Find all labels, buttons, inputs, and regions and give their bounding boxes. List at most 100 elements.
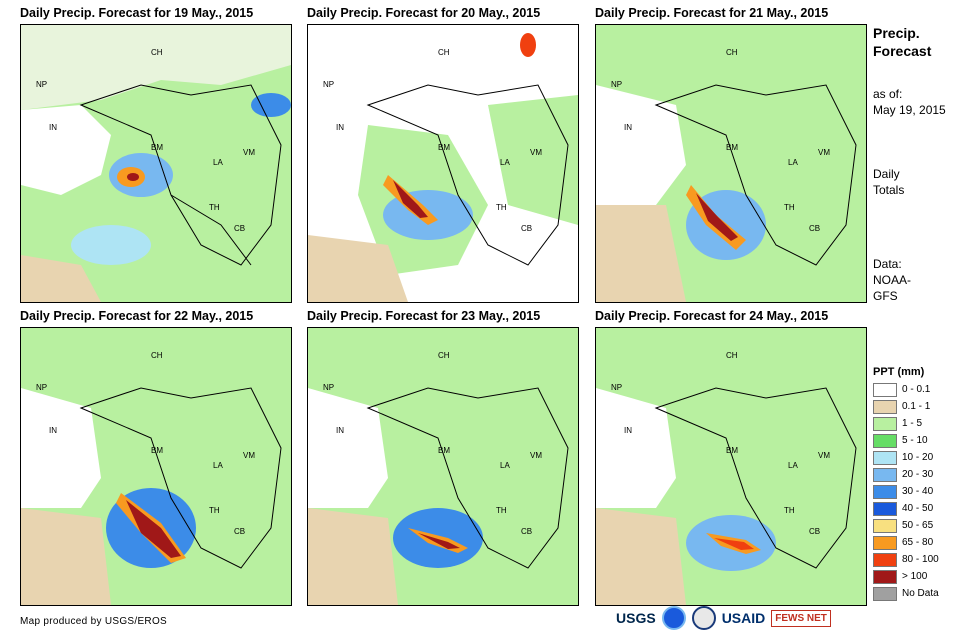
map-svg: CH NP IN BM VM LA TH CB xyxy=(21,328,291,605)
panel-may22: Daily Precip. Forecast for 22 May., 2015… xyxy=(20,309,292,609)
label-th: TH xyxy=(209,506,220,515)
legend-label: 30 - 40 xyxy=(902,486,934,497)
map-svg: CH NP IN BM VM LA TH CB xyxy=(308,25,578,302)
legend-item: 30 - 40 xyxy=(873,483,939,500)
label-in: IN xyxy=(49,426,57,435)
precip-map: CH NP IN BM VM LA TH CB xyxy=(595,327,867,606)
legend-label: 10 - 20 xyxy=(902,452,934,463)
legend-item: 40 - 50 xyxy=(873,500,939,517)
legend-label: 80 - 100 xyxy=(902,554,939,565)
panel-title: Daily Precip. Forecast for 22 May., 2015 xyxy=(20,309,254,323)
precip-map: CH NP IN BM VM LA TH CB xyxy=(20,327,292,606)
legend-title: PPT (mm) xyxy=(873,366,925,378)
label-la: LA xyxy=(788,158,798,167)
legend-item: 50 - 65 xyxy=(873,517,939,534)
panel-may23: Daily Precip. Forecast for 23 May., 2015… xyxy=(307,309,579,609)
logo-strip: USGS USAID FEWS NET xyxy=(616,606,831,630)
panel-title: Daily Precip. Forecast for 20 May., 2015 xyxy=(307,6,541,20)
label-bm: BM xyxy=(151,446,163,455)
label-vm: VM xyxy=(243,451,255,460)
noaa-icon xyxy=(661,606,686,630)
legend-swatch xyxy=(873,569,897,584)
label-bm: BM xyxy=(726,446,738,455)
totals-line2: Totals xyxy=(873,183,905,197)
label-bm: BM xyxy=(438,143,450,152)
precip-map: CH NP IN BM VM LA TH CB xyxy=(20,24,292,303)
label-la: LA xyxy=(213,158,223,167)
label-np: NP xyxy=(36,80,47,89)
as-of-block: as of: May 19, 2015 xyxy=(873,86,946,118)
totals-block: Daily Totals xyxy=(873,166,904,198)
label-la: LA xyxy=(213,461,223,470)
data-line3: GFS xyxy=(873,289,898,303)
legend-item: 5 - 10 xyxy=(873,432,939,449)
label-in: IN xyxy=(624,123,632,132)
legend-item: 0 - 0.1 xyxy=(873,381,939,398)
precip-map: CH NP IN BM VM LA TH CB xyxy=(307,24,579,303)
label-vm: VM xyxy=(530,148,542,157)
as-of-date: May 19, 2015 xyxy=(873,103,946,117)
map-svg: CH NP IN BM VM LA TH CB xyxy=(596,328,866,605)
fews-logo: FEWS NET xyxy=(771,609,831,627)
legend-label: > 100 xyxy=(902,571,928,582)
label-cb: CB xyxy=(809,527,820,536)
label-cb: CB xyxy=(521,224,532,233)
side-title-block: Precip. Forecast xyxy=(873,24,931,60)
legend-label: 0.1 - 1 xyxy=(902,401,931,412)
legend-swatch xyxy=(873,501,897,516)
legend-item: 80 - 100 xyxy=(873,551,939,568)
label-ch: CH xyxy=(726,48,738,57)
label-th: TH xyxy=(784,506,795,515)
panel-title: Daily Precip. Forecast for 24 May., 2015 xyxy=(595,309,829,323)
panel-may19: Daily Precip. Forecast for 19 May., 2015… xyxy=(20,6,292,306)
legend-label: 50 - 65 xyxy=(902,520,934,531)
legend-swatch xyxy=(873,484,897,499)
label-ch: CH xyxy=(438,351,450,360)
panel-may20: Daily Precip. Forecast for 20 May., 2015… xyxy=(307,6,579,306)
label-bm: BM xyxy=(438,446,450,455)
side-title-line2: Forecast xyxy=(873,43,932,59)
legend-swatch xyxy=(873,467,897,482)
legend-item: No Data xyxy=(873,585,939,602)
label-cb: CB xyxy=(809,224,820,233)
legend-label: 1 - 5 xyxy=(902,418,923,429)
legend-label: No Data xyxy=(902,588,939,599)
label-la: LA xyxy=(788,461,798,470)
footer-credit: Map produced by USGS/EROS xyxy=(20,616,168,627)
usgs-logo: USGS xyxy=(616,610,656,626)
legend-swatch xyxy=(873,535,897,550)
legend-swatch xyxy=(873,450,897,465)
legend-swatch xyxy=(873,433,897,448)
data-line1: Data: xyxy=(873,257,902,271)
legend-item: 10 - 20 xyxy=(873,449,939,466)
label-in: IN xyxy=(49,123,57,132)
legend-swatch xyxy=(873,382,897,397)
legend-swatch xyxy=(873,586,897,601)
label-in: IN xyxy=(336,123,344,132)
dos-seal-icon xyxy=(691,606,716,630)
panel-may21: Daily Precip. Forecast for 21 May., 2015… xyxy=(595,6,867,306)
legend-swatch xyxy=(873,552,897,567)
precip-map: CH NP IN BM VM LA TH CB xyxy=(307,327,579,606)
legend-item: 1 - 5 xyxy=(873,415,939,432)
label-vm: VM xyxy=(243,148,255,157)
legend-swatch xyxy=(873,416,897,431)
label-bm: BM xyxy=(151,143,163,152)
label-th: TH xyxy=(784,203,795,212)
legend-label: 5 - 10 xyxy=(902,435,928,446)
data-source-block: Data: NOAA- GFS xyxy=(873,256,911,304)
label-vm: VM xyxy=(818,451,830,460)
label-cb: CB xyxy=(234,224,245,233)
label-ch: CH xyxy=(151,48,163,57)
usaid-logo: USAID xyxy=(721,610,766,626)
precip-map: CH NP IN BM VM LA TH CB xyxy=(595,24,867,303)
label-cb: CB xyxy=(521,527,532,536)
map-svg: CH NP IN BM VM LA TH CB xyxy=(21,25,291,302)
legend-label: 40 - 50 xyxy=(902,503,934,514)
label-th: TH xyxy=(209,203,220,212)
legend-label: 0 - 0.1 xyxy=(902,384,931,395)
totals-line1: Daily xyxy=(873,167,900,181)
label-th: TH xyxy=(496,203,507,212)
legend-item: 65 - 80 xyxy=(873,534,939,551)
legend-swatch xyxy=(873,518,897,533)
